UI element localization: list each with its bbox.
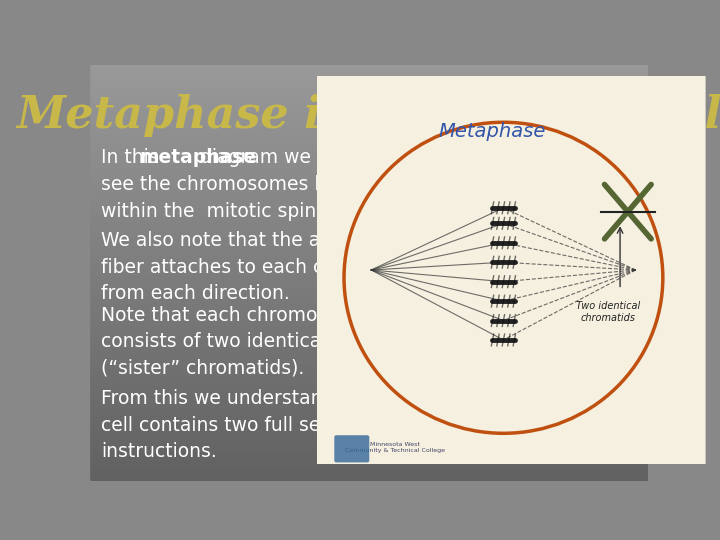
Text: Metaphase: Metaphase [438, 122, 546, 141]
Text: within the  mitotic spindle.: within the mitotic spindle. [101, 202, 351, 221]
Text: see the chromosomes lined up: see the chromosomes lined up [101, 175, 390, 194]
FancyBboxPatch shape [334, 435, 369, 462]
Text: metaphase: metaphase [139, 148, 256, 167]
Text: Note that each chromosome
consists of two identical chromatids
(“sister” chromat: Note that each chromosome consists of tw… [101, 306, 438, 378]
Text: diagram we can: diagram we can [194, 148, 351, 167]
Text: Two identical
chromatids: Two identical chromatids [576, 301, 641, 323]
Text: We also note that the a spindle
fiber attaches to each chromosome
from each dire: We also note that the a spindle fiber at… [101, 231, 435, 303]
FancyBboxPatch shape [317, 76, 706, 464]
Text: Minnesota West
Community & Technical College: Minnesota West Community & Technical Col… [345, 442, 444, 453]
Text: In this: In this [101, 148, 165, 167]
Text: Metaphase in an animal cell: Metaphase in an animal cell [17, 94, 720, 137]
Text: From this we understand that the
cell contains two full sets of genetic
instruct: From this we understand that the cell co… [101, 389, 437, 461]
